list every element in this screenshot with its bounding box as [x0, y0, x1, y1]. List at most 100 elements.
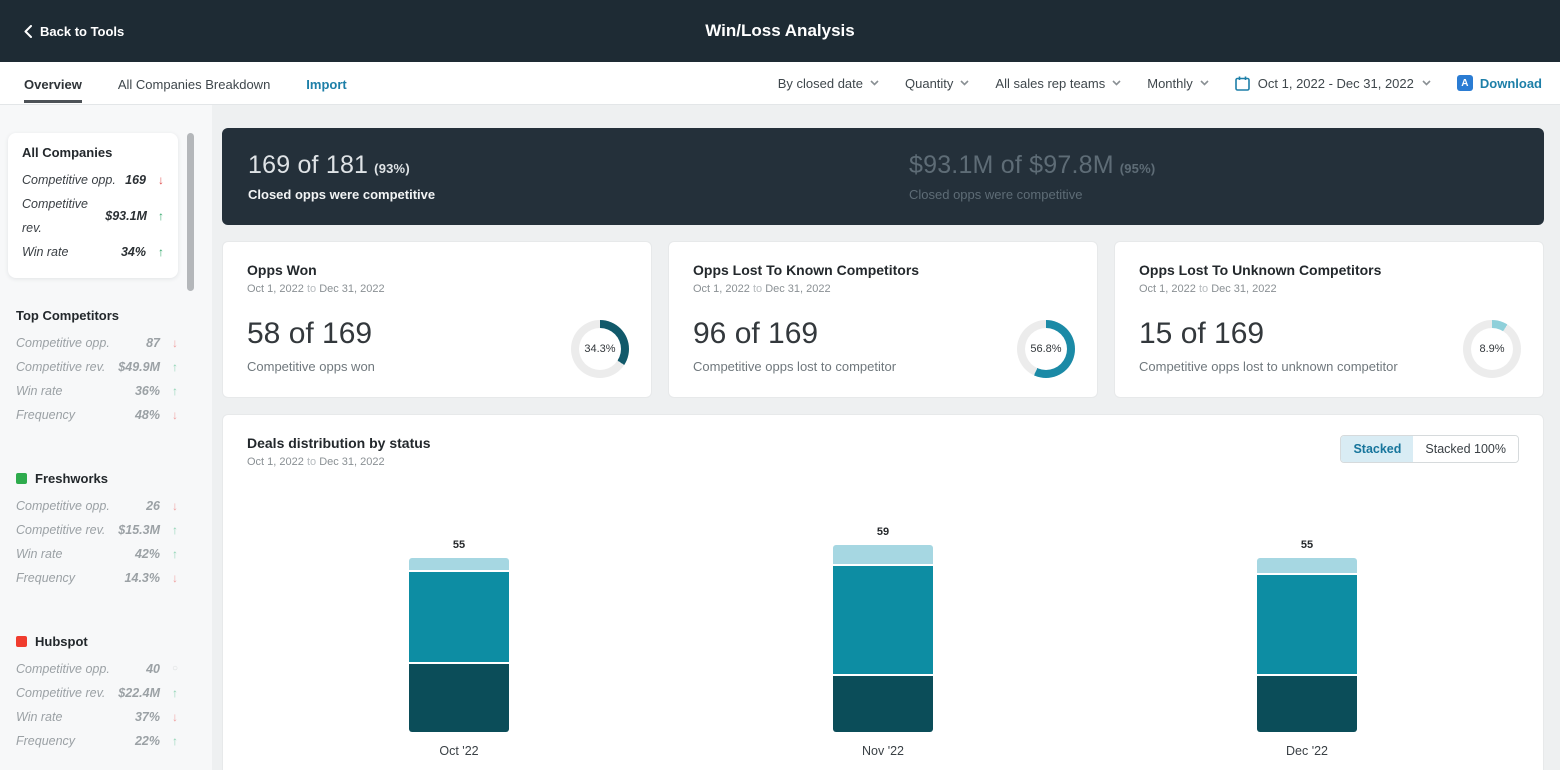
- stat-card-value: 58 of 169: [247, 317, 373, 350]
- date-range-picker[interactable]: Oct 1, 2022 - Dec 31, 2022: [1234, 75, 1431, 91]
- x-axis-label: Nov '22: [862, 744, 904, 758]
- metric-value: $22.4M: [118, 686, 160, 700]
- metric-value: $49.9M: [118, 360, 160, 374]
- filter-quantity[interactable]: Quantity: [905, 76, 969, 91]
- sidebar-section-title: All Companies: [22, 145, 164, 160]
- tab-all-companies-breakdown[interactable]: All Companies Breakdown: [117, 76, 271, 92]
- sidebar-scrollbar[interactable]: [187, 133, 194, 733]
- trend-down-icon: ↓: [158, 173, 164, 187]
- sidebar-section-title-label: Hubspot: [35, 634, 88, 649]
- bar-column-oct22: 55: [247, 510, 671, 732]
- stat-card-value: 15 of 169: [1139, 317, 1265, 350]
- chevron-down-icon: [1200, 80, 1209, 86]
- donut-percentage-label: 56.8%: [1030, 343, 1062, 355]
- chevron-left-icon: [24, 24, 32, 38]
- stat-card-0[interactable]: Opps Won Oct 1, 2022 to Dec 31, 2022 58 of…: [222, 241, 652, 398]
- trend-up-icon: ↑: [172, 734, 178, 748]
- deals-distribution-card: Deals distribution by status Oct 1, 2022…: [222, 414, 1544, 770]
- toggle-option-stacked-100pct[interactable]: Stacked 100%: [1413, 436, 1518, 462]
- sidebar-metric-row: Competitive opp. 40 ○: [16, 657, 178, 681]
- metric-label: Competitive rev.: [16, 686, 106, 700]
- bar-total-label: 55: [452, 538, 466, 551]
- trend-up-icon: ↑: [172, 523, 178, 537]
- bar-total-label: 55: [1300, 538, 1314, 551]
- metric-label: Frequency: [16, 408, 76, 422]
- stacked-toggle: Stacked Stacked 100%: [1340, 435, 1519, 463]
- sidebar-scrollbar-thumb[interactable]: [187, 133, 194, 291]
- metric-label: Competitive opp.: [16, 499, 110, 513]
- summary-count-stat[interactable]: 169 of 181 (93%) Closed opps were competi…: [222, 151, 883, 202]
- trend-up-icon: ↑: [158, 209, 164, 223]
- metric-value: 40: [146, 662, 160, 676]
- sidebar-section-all-companies[interactable]: All Companies Competitive opp. 169 ↓ Competi…: [8, 133, 178, 278]
- download-button[interactable]: A Download: [1456, 75, 1542, 91]
- sidebar-section-hubspot[interactable]: Hubspot Competitive opp. 40 ○ Competitive re…: [8, 634, 178, 753]
- calendar-icon: [1234, 76, 1250, 91]
- chart-date-range: Oct 1, 2022 to Dec 31, 2022: [247, 456, 385, 468]
- donut-percentage-label: 34.3%: [584, 343, 616, 355]
- summary-count-pct: (93%): [374, 161, 410, 176]
- metric-label: Win rate: [22, 245, 69, 259]
- sidebar-section-title: Freshworks: [16, 471, 178, 486]
- metric-label: Frequency: [16, 734, 76, 748]
- filters: By closed date Quantity All sales rep team…: [778, 76, 1209, 91]
- sidebar-metric-row: Competitive opp. 26 ↓: [16, 494, 178, 518]
- stat-card-title: Opps Lost To Known Competitors: [693, 262, 920, 278]
- metric-value: 37%: [134, 710, 160, 724]
- trend-down-icon: ↓: [172, 499, 178, 513]
- date-range-label: Oct 1, 2022 - Dec 31, 2022: [1257, 75, 1414, 91]
- bar-stack[interactable]: [833, 545, 933, 732]
- trend-down-icon: ↓: [172, 408, 178, 422]
- donut-percentage-label: 8.9%: [1479, 343, 1505, 355]
- summary-count-headline: 169 of 181 (93%): [248, 151, 410, 179]
- sidebar-section-title: Hubspot: [16, 634, 178, 649]
- donut-hole: [579, 328, 621, 370]
- sidebar-metric-row: Frequency 48% ↓: [16, 403, 178, 427]
- summary-revenue-stat[interactable]: $93.1M of $97.8M (95%) Closed opps were c…: [883, 151, 1544, 202]
- filter-monthly[interactable]: Monthly: [1147, 76, 1209, 91]
- chevron-down-icon: [960, 80, 969, 86]
- stat-card-2[interactable]: Opps Lost To Unknown Competitors Oct 1, 2…: [1114, 241, 1544, 398]
- competitor-color-swatch: [16, 473, 27, 484]
- filter-all-sales-rep-teams[interactable]: All sales rep teams: [995, 76, 1121, 91]
- donut-chart: 34.3%: [571, 320, 629, 378]
- toggle-option-stacked[interactable]: Stacked: [1341, 436, 1414, 462]
- metric-value: 22%: [134, 734, 160, 748]
- back-to-tools-link[interactable]: Back to Tools: [24, 24, 124, 39]
- sidebar-metric-row: Frequency 14.3% ↓: [16, 566, 178, 590]
- tabs: Overview All Companies Breakdown Import: [24, 64, 347, 103]
- tab-import[interactable]: Import: [306, 76, 347, 92]
- stat-card-date-range: Oct 1, 2022 to Dec 31, 2022: [1139, 283, 1277, 295]
- trend-down-icon: ↓: [172, 571, 178, 585]
- page-title: Win/Loss Analysis: [705, 21, 855, 40]
- bar-stack[interactable]: [1257, 557, 1357, 732]
- bar-column-dec22: 55: [1095, 510, 1519, 732]
- trend-up-icon: ↑: [172, 384, 178, 398]
- bar-total-label: 59: [876, 526, 890, 539]
- metric-label: Competitive opp.: [22, 173, 116, 187]
- sidebar-metric-row: Competitive opp. 87 ↓: [16, 331, 178, 355]
- metric-label: Win rate: [16, 384, 63, 398]
- bar-segment-won: [1257, 676, 1357, 732]
- summary-revenue-sub: Closed opps were competitive: [909, 187, 1083, 202]
- metric-label: Win rate: [16, 547, 63, 561]
- filter-by-closed-date[interactable]: By closed date: [778, 76, 879, 91]
- donut-chart: 56.8%: [1017, 320, 1075, 378]
- stat-card-value: 96 of 169: [693, 317, 819, 350]
- sidebar-section-freshworks[interactable]: Freshworks Competitive opp. 26 ↓ Competitive…: [8, 471, 178, 590]
- stat-card-title: Opps Lost To Unknown Competitors: [1139, 262, 1382, 278]
- sidebar-metric-row: Win rate 34% ↑: [22, 240, 164, 264]
- download-label: Download: [1479, 75, 1542, 91]
- sidebar-section-top-competitors[interactable]: Top Competitors Competitive opp. 87 ↓ Compet…: [8, 308, 178, 427]
- sidebar-metric-row: Frequency 22% ↑: [16, 729, 178, 753]
- metric-label: Competitive rev.: [16, 360, 106, 374]
- metric-value: 48%: [134, 408, 160, 422]
- bar-stack[interactable]: [409, 557, 509, 732]
- tab-overview[interactable]: Overview: [24, 64, 82, 103]
- metric-label: Competitive opp.: [16, 336, 110, 350]
- sidebar-metric-row: Competitive rev. $93.1M ↑: [22, 192, 164, 240]
- stat-card-1[interactable]: Opps Lost To Known Competitors Oct 1, 202…: [668, 241, 1098, 398]
- metric-value: 42%: [134, 547, 160, 561]
- pdf-icon: A: [1456, 75, 1473, 91]
- bar-segment-lost-to-competitor: [409, 571, 509, 662]
